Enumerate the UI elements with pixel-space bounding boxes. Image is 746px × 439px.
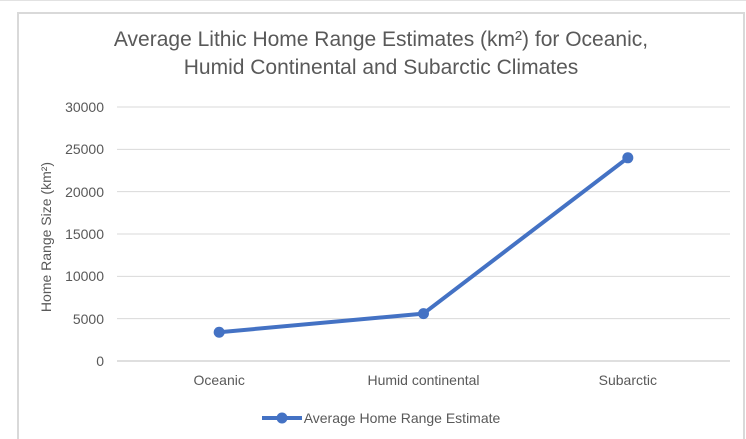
chart-title: Average Lithic Home Range Estimates (km²…: [17, 26, 745, 82]
legend-series-marker-icon: [261, 412, 302, 424]
page-top-divider: [0, 0, 746, 1]
data-point-marker: [213, 326, 225, 338]
y-axis-title: Home Range Size (km²): [38, 161, 54, 313]
series-line: [217, 155, 630, 335]
data-point-marker: [622, 152, 634, 164]
legend-series-label: Average Home Range Estimate: [303, 410, 501, 426]
chart-object-frame[interactable]: [17, 12, 745, 439]
legend: Average Home Range Estimate: [17, 408, 745, 428]
chart-title-line-1: Average Lithic Home Range Estimates (km²…: [113, 28, 649, 51]
data-point-marker: [418, 308, 429, 320]
chart-title-line-2: Humid Continental and Subarctic Climates: [183, 56, 579, 79]
